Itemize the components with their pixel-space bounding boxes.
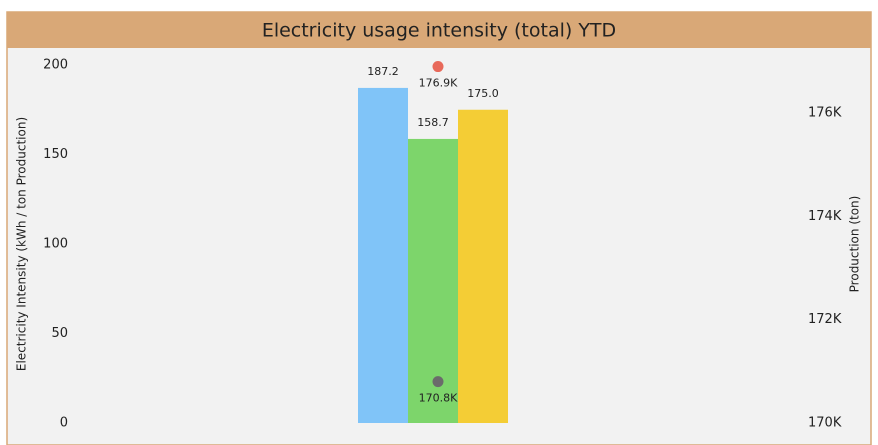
y-tick-label: 150 <box>43 147 68 162</box>
point-value-label: 176.9K <box>419 77 458 90</box>
y-tick-label: 200 <box>43 58 68 73</box>
y2-tick-label: 174K <box>808 209 842 224</box>
bar-value-label: 158.7 <box>417 116 449 129</box>
y-tick-label: 50 <box>51 326 68 341</box>
bar <box>408 138 458 423</box>
bar-value-label: 187.2 <box>367 65 399 78</box>
y2-tick-label: 170K <box>808 416 842 431</box>
bar-value-label: 175.0 <box>467 87 499 100</box>
y2-tick-label: 176K <box>808 106 842 121</box>
header <box>7 12 871 48</box>
point <box>432 376 444 388</box>
y2-tick-label: 172K <box>808 312 842 327</box>
y-axis-title: Electricity Intensity (kWh / ton Product… <box>15 117 29 371</box>
bar <box>358 87 408 424</box>
chart-title: Electricity usage intensity (total) YTD <box>262 20 616 42</box>
y-tick-label: 0 <box>60 416 68 431</box>
point <box>432 61 444 73</box>
y2-axis-title: Production (ton) <box>848 196 862 293</box>
point-value-label: 170.8K <box>419 392 458 405</box>
y-tick-label: 100 <box>43 237 68 252</box>
bar <box>458 109 508 423</box>
